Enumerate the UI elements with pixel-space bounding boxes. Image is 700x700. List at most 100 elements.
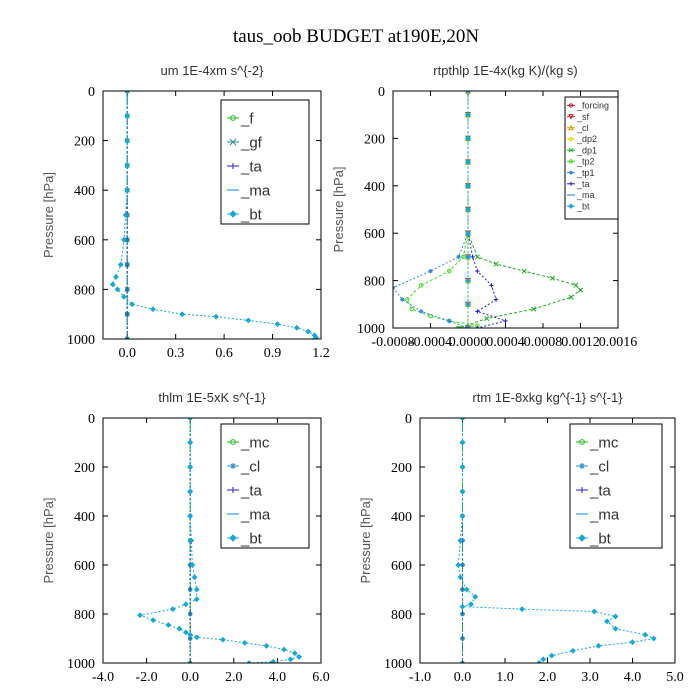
data-point	[456, 254, 461, 260]
panel-title: um 1E-4xm s^{-2}	[161, 63, 265, 78]
x-tick-label: 2.0	[225, 670, 243, 685]
data-point	[548, 652, 555, 659]
x-tick-label: 0.0	[118, 346, 136, 361]
legend-entry: _f	[240, 110, 254, 127]
data-point	[188, 660, 193, 663]
legend-entry: _gf	[240, 134, 263, 151]
data-point	[193, 634, 200, 641]
data-point	[187, 631, 194, 638]
data-point	[188, 537, 195, 544]
data-point	[540, 656, 547, 663]
data-point	[129, 301, 135, 308]
data-point	[121, 236, 127, 243]
x-tick-label: 0.0	[454, 670, 472, 685]
data-point	[459, 439, 466, 446]
data-point	[293, 324, 300, 331]
data-point	[475, 309, 480, 314]
y-tick-label: 0	[88, 85, 95, 100]
data-point	[465, 91, 471, 94]
data-point	[305, 328, 311, 335]
data-point	[124, 112, 131, 119]
data-point	[472, 593, 479, 600]
series-dp1	[456, 91, 584, 328]
data-point	[179, 311, 186, 318]
axes-frame	[102, 417, 322, 664]
legend-marker	[579, 463, 585, 469]
data-point	[531, 306, 537, 312]
y-axis-label: Pressure [hPa]	[41, 172, 56, 258]
data-point	[193, 586, 200, 593]
y-tick-label: 600	[74, 234, 95, 249]
x-tick-label: 0.0012	[561, 335, 600, 350]
x-tick-label: -0.0008	[371, 335, 414, 350]
legend-entry: _mc	[240, 434, 270, 451]
legend-marker	[230, 163, 236, 169]
x-tick-label: 2.0	[539, 670, 557, 685]
axes-frame	[102, 90, 322, 340]
legend-marker	[229, 210, 237, 218]
data-point	[459, 418, 466, 421]
panel-2: rtpthlp 1E-4x(kg K)/(kg s) Pressure [hPa]…	[331, 63, 637, 350]
legend-marker	[579, 439, 585, 445]
data-point	[604, 618, 610, 625]
y-axis-label: Pressure [hPa]	[41, 498, 56, 584]
legend-entry: _dp1	[576, 145, 597, 155]
data-point	[428, 313, 433, 319]
panel-3: thlm 1E-5xK s^{-1} Pressure [hPa] 0 200 400 6…	[41, 390, 330, 685]
data-point	[459, 513, 466, 519]
data-point	[474, 254, 480, 260]
data-point	[124, 187, 131, 194]
data-point	[187, 488, 194, 495]
data-point	[281, 646, 287, 653]
legend-marker	[568, 136, 574, 142]
plot-area	[455, 418, 657, 663]
x-tick-label: -0.0004	[409, 335, 452, 350]
data-point	[568, 294, 574, 300]
data-point	[465, 135, 471, 142]
data-point	[187, 464, 194, 470]
legend-marker	[568, 147, 574, 153]
legend-marker	[568, 124, 574, 131]
legend-entry: _ta	[240, 158, 263, 175]
x-tick-label: 1.0	[496, 670, 514, 685]
legend-marker	[579, 487, 585, 493]
y-axis-label: Pressure [hPa]	[331, 167, 346, 253]
data-point	[489, 283, 494, 288]
legend: _mc _cl _ta _ma _bt	[569, 423, 663, 549]
legend-entry: _ta	[240, 482, 263, 499]
legend: _f _gf _ta _ma _bt	[220, 99, 310, 225]
data-point	[459, 464, 466, 470]
y-tick-label: 1000	[357, 322, 385, 337]
data-point	[311, 336, 318, 339]
x-tick-label: 4.0	[269, 670, 287, 685]
data-point	[124, 91, 130, 94]
y-tick-label: 800	[74, 283, 95, 298]
data-point	[287, 656, 294, 663]
series-line	[458, 91, 582, 328]
data-point	[465, 159, 471, 166]
y-tick-label: 800	[364, 275, 385, 290]
y-tick-label: 800	[391, 608, 412, 623]
data-point	[455, 562, 462, 568]
data-point	[213, 313, 219, 320]
legend-marker	[568, 159, 574, 164]
data-point	[169, 606, 176, 613]
data-point	[493, 297, 499, 302]
y-tick-label: 1000	[384, 657, 412, 672]
y-tick-label: 200	[74, 461, 95, 476]
data-point	[549, 275, 555, 281]
data-point	[176, 625, 183, 632]
legend-entry: _tp1	[576, 168, 595, 178]
series-bt	[465, 91, 471, 328]
x-tick-label: 5.0	[666, 670, 684, 685]
data-point	[465, 253, 471, 260]
y-tick-label: 400	[391, 510, 412, 525]
data-point	[187, 418, 194, 421]
data-point	[470, 254, 475, 260]
legend-entry: _bt	[589, 530, 612, 547]
data-point	[460, 660, 465, 663]
data-point	[124, 336, 130, 339]
y-tick-label: 1000	[67, 657, 95, 672]
legend-entry: _forcing	[576, 101, 609, 111]
